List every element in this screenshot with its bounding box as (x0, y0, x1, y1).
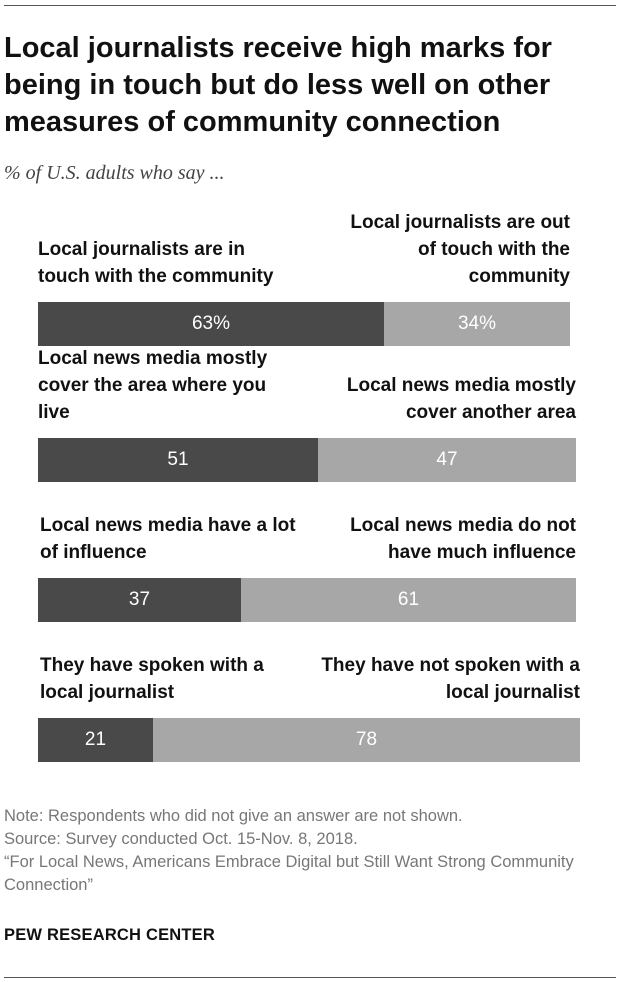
left-label: Local journalists are in touch with the … (38, 239, 274, 287)
bar-segment-right (318, 438, 576, 482)
bar-segment-left (38, 718, 153, 762)
right-label: Local news media do not have much influe… (350, 515, 576, 563)
source-text: Source: Survey conducted Oct. 15-Nov. 8,… (4, 830, 358, 848)
organization-name: PEW RESEARCH CENTER (4, 926, 215, 944)
top-rule (4, 5, 616, 6)
left-label: Local news media mostly cover the area w… (38, 348, 268, 423)
chart-title: Local journalists receive high marks for… (4, 32, 552, 138)
bar-segment-right (384, 302, 570, 346)
right-label: Local news media mostly cover another ar… (346, 375, 576, 423)
notes-block: Note: Respondents who did not give an an… (4, 805, 614, 897)
right-label: They have not spoken with a local journa… (321, 655, 580, 703)
bottom-rule (4, 977, 616, 978)
report-title: “For Local News, Americans Embrace Digit… (4, 853, 574, 894)
bar-segment-left (38, 438, 318, 482)
chart-subtitle: % of U.S. adults who say ... (4, 162, 225, 184)
left-label: They have spoken with a local journalist (40, 655, 264, 703)
bar-segment-right (241, 578, 576, 622)
left-label: Local news media have a lot of influence (40, 515, 296, 563)
right-label: Local journalists are out of touch with … (350, 212, 570, 287)
bar-segment-left (38, 578, 241, 622)
bar-segment-left (38, 302, 384, 346)
note-text: Note: Respondents who did not give an an… (4, 807, 463, 825)
bar-segment-right (153, 718, 580, 762)
